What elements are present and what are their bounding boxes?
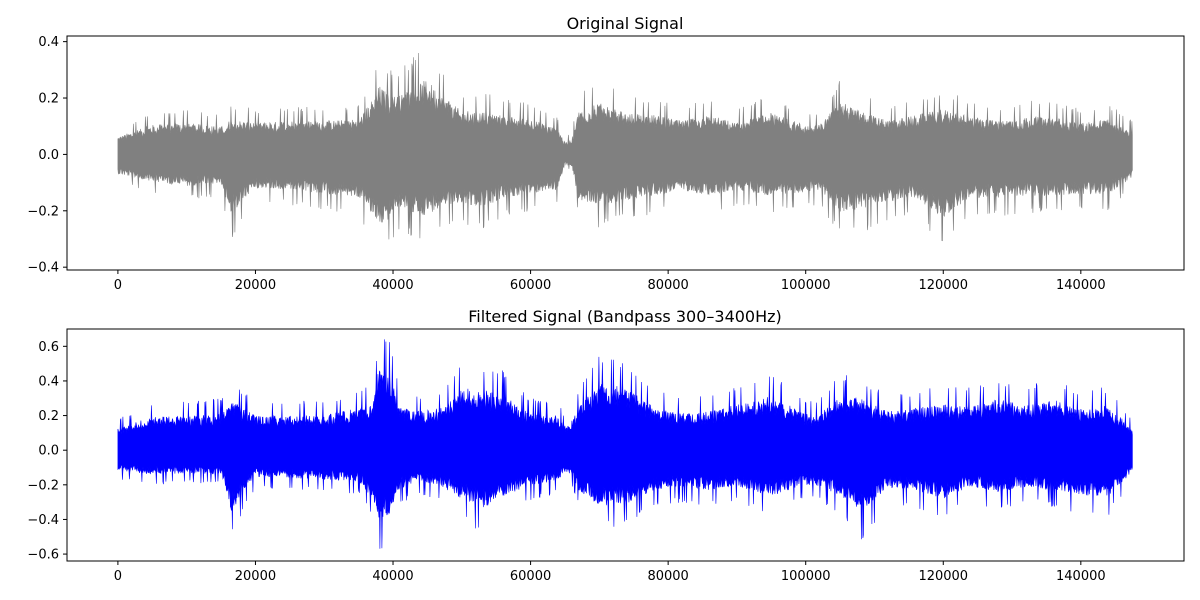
signal-trace-original (117, 53, 1133, 242)
x-tick-label-original: 100000 (781, 278, 831, 293)
x-tick-label-filtered: 60000 (510, 569, 551, 584)
axis-ticks: 0 20000 40000 60000 80000 100000 120000 140000 −… (27, 35, 1105, 584)
x-tick-label-original: 60000 (510, 278, 551, 293)
x-tick-label-filtered: 100000 (781, 569, 831, 584)
x-tick-label-original: 80000 (647, 278, 688, 293)
y-tick-label-filtered: 0.0 (38, 444, 59, 459)
x-tick-label-filtered: 0 (114, 569, 122, 584)
x-tick-label-original: 120000 (918, 278, 968, 293)
y-tick-label-filtered: −0.6 (27, 548, 59, 563)
y-tick-label-original: 0.0 (38, 148, 59, 163)
x-tick-label-filtered: 120000 (918, 569, 968, 584)
y-tick-label-filtered: 0.2 (38, 409, 59, 424)
subplot-original: Original Signal (66, 14, 1185, 271)
x-tick-label-filtered: 80000 (647, 569, 688, 584)
chart-title-filtered: Filtered Signal (Bandpass 300–3400Hz) (468, 307, 782, 326)
y-tick-label-filtered: 0.6 (38, 340, 59, 355)
plot-frame-filtered (66, 328, 1185, 562)
plot-frame-original (66, 35, 1185, 271)
signal-trace-filtered (117, 339, 1133, 549)
x-tick-label-filtered: 140000 (1056, 569, 1106, 584)
y-tick-label-original: −0.4 (27, 261, 59, 276)
y-tick-label-original: −0.2 (27, 204, 59, 219)
x-tick-label-original: 20000 (235, 278, 276, 293)
chart-title-original: Original Signal (567, 14, 684, 33)
y-tick-label-filtered: −0.2 (27, 478, 59, 493)
x-tick-label-filtered: 40000 (372, 569, 413, 584)
y-tick-label-filtered: 0.4 (38, 374, 59, 389)
y-tick-label-original: 0.4 (38, 35, 59, 50)
x-tick-label-original: 40000 (372, 278, 413, 293)
y-tick-label-original: 0.2 (38, 92, 59, 107)
subplot-filtered: Filtered Signal (Bandpass 300–3400Hz) (66, 307, 1185, 562)
x-tick-label-filtered: 20000 (235, 569, 276, 584)
y-tick-label-filtered: −0.4 (27, 513, 59, 528)
x-tick-label-original: 0 (114, 278, 122, 293)
x-tick-label-original: 140000 (1056, 278, 1106, 293)
